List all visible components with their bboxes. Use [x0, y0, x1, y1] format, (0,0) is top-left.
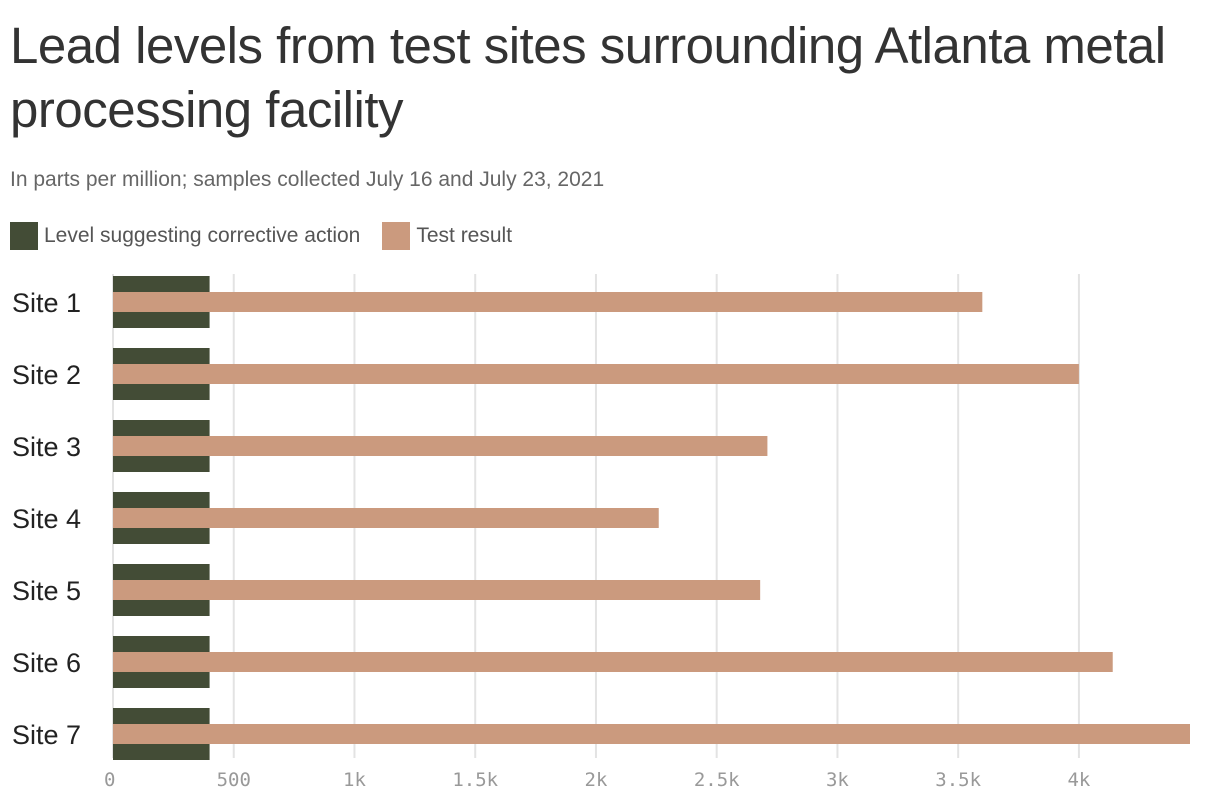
legend-label-corrective-action: Level suggesting corrective action — [44, 224, 361, 247]
bar-test-result-site-4 — [113, 508, 659, 528]
legend-swatch-test-result — [382, 222, 411, 250]
category-label-site-3: Site 3 — [12, 432, 81, 462]
bar-test-result-site-5 — [113, 580, 761, 600]
x-tick-label-4: 2k — [585, 769, 608, 791]
bar-test-result-site-2 — [113, 364, 1079, 384]
legend-swatch-corrective-action — [10, 222, 38, 250]
x-tick-label-0: 0 — [104, 769, 115, 791]
category-label-site-4: Site 4 — [12, 504, 81, 534]
x-tick-label-1: 500 — [217, 769, 251, 791]
category-label-site-7: Site 7 — [12, 720, 81, 750]
category-label-site-1: Site 1 — [12, 288, 81, 318]
bar-test-result-site-3 — [113, 436, 768, 456]
category-label-site-2: Site 2 — [12, 360, 81, 390]
chart-subtitle: In parts per million; samples collected … — [10, 168, 605, 191]
x-tick-label-7: 3.5k — [935, 769, 981, 791]
x-tick-label-2: 1k — [343, 769, 366, 791]
bar-test-result-site-6 — [113, 652, 1113, 672]
x-tick-label-3: 1.5k — [452, 769, 498, 791]
legend-item-corrective-action: Level suggesting corrective action — [10, 222, 360, 250]
bar-test-result-site-7 — [113, 724, 1190, 744]
category-label-site-5: Site 5 — [12, 576, 81, 606]
legend-item-test-result: Test result — [382, 222, 512, 250]
x-tick-label-6: 3k — [826, 769, 849, 791]
bar-test-result-site-1 — [113, 292, 983, 312]
x-tick-label-8: 4k — [1067, 769, 1090, 791]
legend-label-test-result: Test result — [416, 224, 513, 247]
x-tick-label-5: 2.5k — [694, 769, 740, 791]
legend: Level suggesting corrective action Test … — [10, 222, 534, 250]
category-label-site-6: Site 6 — [12, 648, 81, 678]
chart-title: Lead levels from test sites surrounding … — [10, 17, 1166, 138]
